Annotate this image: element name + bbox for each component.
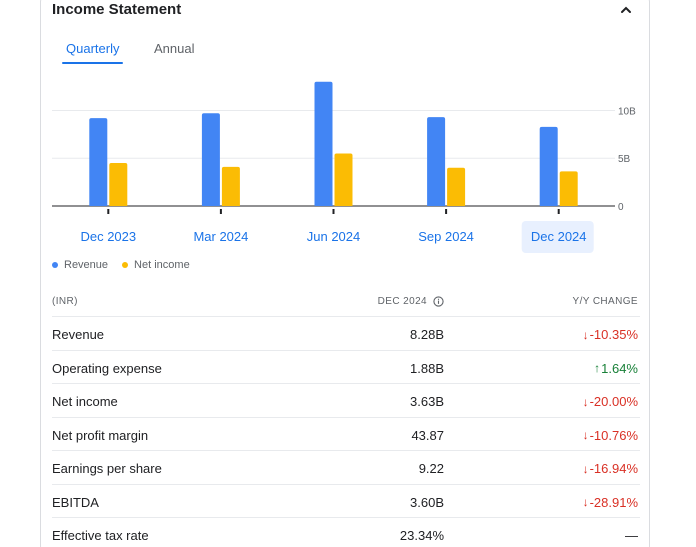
bar-net-income <box>221 166 240 206</box>
row-value: 1.88B <box>410 360 444 376</box>
table-row: Net income 3.63B ↓ -20.00% <box>52 384 640 418</box>
bar-net-income <box>559 171 578 206</box>
legend-label-revenue: Revenue <box>64 259 109 271</box>
legend-dot-revenue <box>52 262 58 268</box>
table-row: Earnings per share 9.22 ↓ -16.94% <box>52 451 640 485</box>
bar-revenue <box>427 117 446 206</box>
row-value: 8.28B <box>410 327 444 342</box>
row-change: ↓ -16.94% <box>583 461 638 476</box>
arrow-down-icon: ↓ <box>582 327 589 342</box>
chart-legend: Revenue Net income <box>52 259 204 271</box>
row-change-value: -20.00% <box>589 394 638 409</box>
arrow-down-icon: ↓ <box>582 461 589 476</box>
row-change-value: 1.64% <box>601 360 638 376</box>
header-period-label: DEC 2024 <box>377 296 427 307</box>
bar-net-income <box>447 167 466 206</box>
table-row: Net profit margin 43.87 ↓ -10.76% <box>52 418 640 451</box>
table-row: Revenue 8.28B ↓ -10.35% <box>52 317 640 351</box>
row-label: Earnings per share <box>52 461 162 476</box>
collapse-button[interactable] <box>614 0 638 20</box>
x-category-label[interactable]: Dec 2024 <box>531 229 587 244</box>
bar-revenue <box>89 118 108 206</box>
row-label: Net income <box>52 394 118 409</box>
row-label: Revenue <box>52 327 105 342</box>
x-category-label[interactable]: Jun 2024 <box>307 229 361 244</box>
tab-annual[interactable]: Annual <box>154 41 195 56</box>
row-value: 3.60B <box>410 494 444 510</box>
y-tick-label: 0 <box>618 202 624 213</box>
row-change-value: -28.91% <box>589 494 638 510</box>
row-change-value: — <box>625 528 638 543</box>
selected-category-highlight <box>521 221 594 253</box>
header-period: DEC 2024 <box>378 296 444 307</box>
row-change: ↓ -28.91% <box>583 495 638 510</box>
x-category-label[interactable]: Dec 2023 <box>80 229 136 244</box>
table-row: Operating expense 1.88B ↑ 1.64% <box>52 351 640 384</box>
y-tick-label: 10B <box>618 106 636 117</box>
arrow-down-icon: ↓ <box>582 394 589 409</box>
arrow-down-icon: ↓ <box>582 495 589 509</box>
header-currency: (INR) <box>52 296 78 307</box>
row-label: Effective tax rate <box>52 528 149 543</box>
table-row: EBITDA 3.60B ↓ -28.91% <box>52 485 640 518</box>
legend-label-net-income: Net income <box>134 259 190 271</box>
legend-item-revenue: Revenue <box>52 259 108 271</box>
row-change: — <box>625 528 638 543</box>
table-header: (INR) DEC 2024 Y/Y CHANGE <box>52 286 640 317</box>
row-change-value: -10.76% <box>589 427 638 443</box>
bar-revenue <box>314 81 333 206</box>
income-table: (INR) DEC 2024 Y/Y CHANGE Revenue 8.28B ↓ -… <box>52 286 640 547</box>
header-change: Y/Y CHANGE <box>572 296 638 307</box>
arrow-up-icon: ↑ <box>594 361 601 375</box>
income-statement-card <box>40 0 650 547</box>
table-row: Effective tax rate 23.34% — <box>52 518 640 547</box>
bar-revenue <box>201 113 220 206</box>
row-value: 9.22 <box>418 461 444 476</box>
legend-dot-net-income <box>122 262 129 268</box>
row-label: EBITDA <box>52 494 99 510</box>
x-category-label[interactable]: Mar 2024 <box>193 229 248 244</box>
row-label: Operating expense <box>52 360 162 376</box>
info-icon[interactable] <box>433 296 444 307</box>
arrow-down-icon: ↓ <box>582 428 589 442</box>
row-value: 43.87 <box>411 427 444 443</box>
row-label: Net profit margin <box>52 427 149 443</box>
legend-item-net-income: Net income <box>122 259 190 271</box>
bar-revenue <box>539 126 558 206</box>
tab-quarterly[interactable]: Quarterly <box>60 40 125 64</box>
row-change: ↓ -10.35% <box>583 327 638 342</box>
row-value: 3.63B <box>410 394 444 409</box>
row-change-value: -16.94% <box>589 461 638 476</box>
income-chart: 0 5B 10B Dec 2023 Mar 2024 Jun 2024 Sep 2024 De… <box>52 81 636 253</box>
row-change: ↓ -20.00% <box>583 394 638 409</box>
y-tick-label: 5B <box>618 154 631 165</box>
row-change: ↑ 1.64% <box>594 361 638 376</box>
row-value: 23.34% <box>399 528 444 543</box>
x-category-label[interactable]: Sep 2024 <box>418 229 474 244</box>
chevron-up-icon <box>621 6 631 13</box>
bar-net-income <box>334 153 353 206</box>
bar-net-income <box>109 163 128 206</box>
row-change-value: -10.35% <box>589 327 638 342</box>
card-title: Income Statement <box>52 1 182 18</box>
row-change: ↓ -10.76% <box>583 428 638 443</box>
